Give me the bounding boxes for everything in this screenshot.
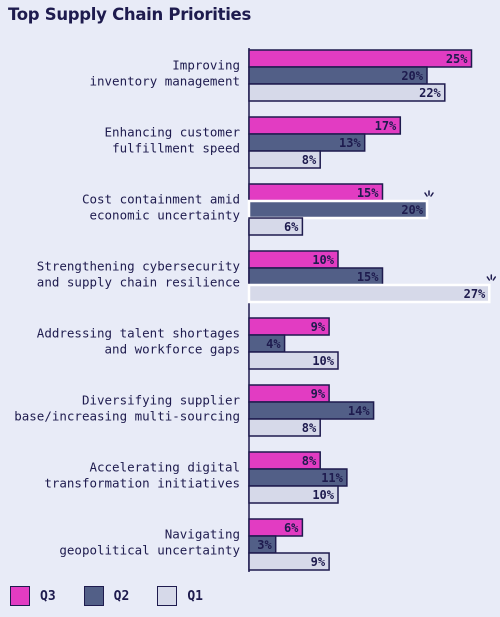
- data-label-q2: 3%: [257, 538, 272, 552]
- bar-q3: [248, 317, 330, 336]
- data-label-q2: 15%: [357, 270, 379, 284]
- data-label-q3: 9%: [311, 387, 326, 401]
- data-label-q2: 4%: [266, 337, 281, 351]
- data-label-q2: 14%: [348, 404, 370, 418]
- category-label: Addressing talent shortages and workforce…: [37, 326, 240, 357]
- category-label: Diversifying supplier base/increasing mul…: [14, 393, 240, 424]
- data-label-q1: 10%: [312, 488, 334, 502]
- legend-swatch-q1: [157, 586, 178, 606]
- legend-item-q3: Q3: [10, 586, 56, 606]
- category-label: Enhancing customer fulfillment speed: [105, 125, 241, 156]
- legend-item-q1: Q1: [157, 586, 203, 606]
- highlight-sparkle-mark: [430, 192, 434, 197]
- data-label-q3: 15%: [357, 186, 379, 200]
- data-label-q3: 8%: [302, 454, 317, 468]
- data-label-q2: 20%: [401, 203, 423, 217]
- highlight-sparkle-mark: [486, 276, 491, 281]
- data-label-q2: 11%: [321, 471, 343, 485]
- legend-item-q2: Q2: [83, 586, 130, 606]
- category-label: Accelerating digital transformation initi…: [44, 460, 240, 491]
- legend: Q3 Q2 Q1: [10, 586, 203, 606]
- legend-label-q2: Q2: [113, 588, 130, 604]
- data-label-q2: 13%: [339, 136, 361, 150]
- data-label-q1: 9%: [311, 555, 326, 569]
- legend-label-q1: Q1: [187, 588, 203, 604]
- data-label-q3: 10%: [312, 253, 334, 267]
- bar-chart: Improving inventory management 25% 20% 22% En…: [14, 48, 497, 572]
- data-label-q1: 6%: [284, 220, 299, 234]
- data-label-q1: 8%: [302, 153, 317, 167]
- highlight-sparkle-mark: [492, 276, 497, 281]
- bar-q1: [248, 351, 339, 370]
- bar-q3: [248, 49, 473, 68]
- legend-label-q3: Q3: [40, 588, 56, 604]
- legend-swatch-q2: [83, 586, 104, 606]
- bars-group: Improving inventory management 25% 20% 22% En…: [14, 48, 497, 572]
- category-label: Strengthening cybersecurity and supply ch…: [37, 259, 241, 290]
- highlight-sparkle-mark: [424, 192, 428, 197]
- bar-q2: [247, 199, 429, 220]
- bar-q1: [248, 552, 330, 571]
- bar-q2: [248, 66, 428, 85]
- category-label: Cost containment amid economic uncertaint…: [82, 192, 241, 223]
- data-label-q1: 10%: [312, 354, 334, 368]
- bar-q1: [248, 83, 446, 102]
- chart-title: Top Supply Chain Priorities: [8, 5, 251, 24]
- bar-q1: [248, 485, 339, 504]
- data-label-q1: 22%: [419, 86, 441, 100]
- data-label-q1: 8%: [302, 421, 317, 435]
- data-label-q3: 25%: [446, 52, 468, 66]
- data-label-q3: 9%: [311, 320, 326, 334]
- category-label: Improving inventory management: [89, 58, 240, 89]
- bar-q1: [247, 283, 491, 304]
- legend-swatch-q3: [10, 586, 30, 606]
- data-label-q1: 27%: [464, 287, 486, 301]
- data-label-q3: 17%: [375, 119, 397, 133]
- bar-q1: [248, 418, 321, 437]
- bar-q1: [248, 150, 321, 169]
- category-label: Navigating geopolitical uncertainty: [59, 527, 240, 558]
- bar-q1: [248, 217, 304, 236]
- data-label-q3: 6%: [284, 521, 299, 535]
- data-label-q2: 20%: [401, 69, 423, 83]
